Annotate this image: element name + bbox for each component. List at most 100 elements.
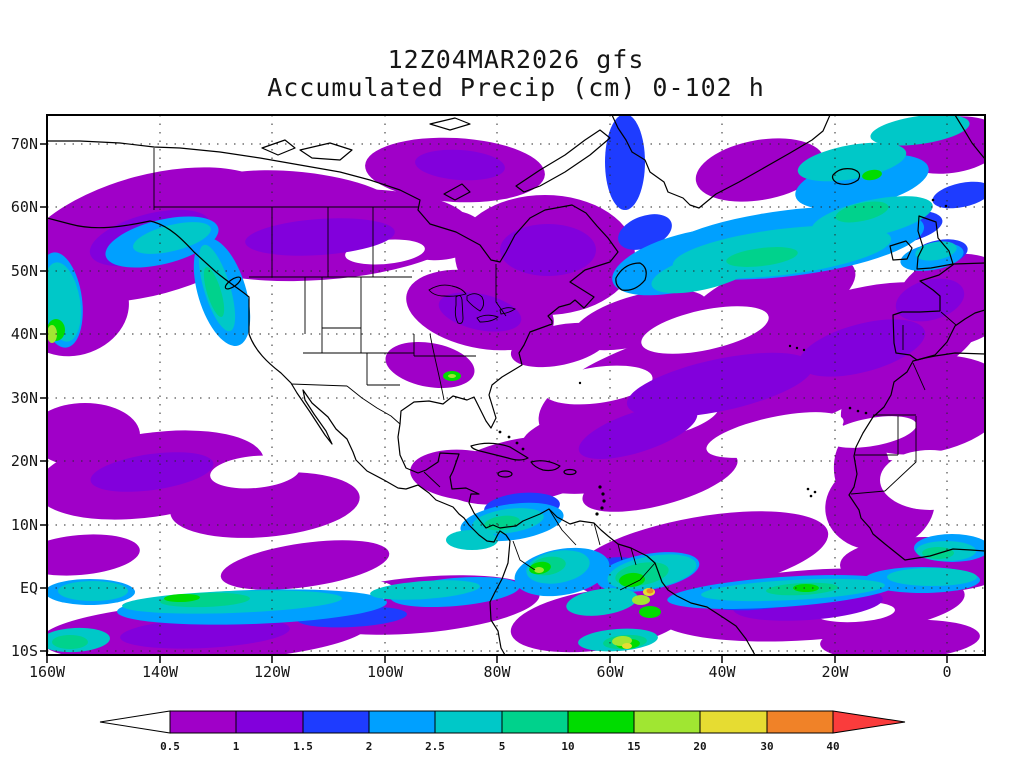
colorbar-band-1-1.5 [235,710,304,734]
great-lakes [428,284,516,324]
precip-blob-band-1 [578,405,698,459]
precip-blob-band-2 [618,214,672,250]
coastline-ireland [889,240,913,261]
precip-blob-band-4 [58,581,128,601]
lat-label-40N: 40N [11,325,38,343]
precip-blob-band-1 [500,224,596,276]
island-dot [521,447,525,451]
colorbar-label-2.5: 2.5 [425,740,445,753]
colorbar-label-30: 30 [760,740,773,753]
precip-blob-band-0 [220,540,390,590]
colorbar-label-0.5: 0.5 [160,740,180,753]
precip-blob-band-1 [90,452,214,492]
precip-blob-band-0 [820,619,980,655]
lat-label-30N: 30N [11,389,38,407]
colorbar-band-0.5-1 [169,710,237,734]
lon-axis: 160W 140W 120W 100W 80W 60W 40W 20W 0 [29,663,952,681]
colorbar-label-2: 2 [366,740,373,753]
colorbar: 0.5 1 1.5 2 2.5 5 10 15 20 30 40 [99,710,906,753]
lat-label-70N: 70N [11,135,38,153]
coastline-britain [916,215,954,270]
precip-blob-band-4 [887,568,977,586]
precip-blob-band-4 [566,588,638,616]
colorbar-label-1.5: 1.5 [293,740,313,753]
island-dot [600,506,604,510]
coastline-jamaica [497,470,513,478]
precip-blob-band-6 [639,606,661,618]
colorbar-label-5: 5 [499,740,506,753]
precip-shading-layer [47,115,985,655]
coastline-puerto-rico [563,468,577,476]
coastline-iceland [831,168,861,186]
precip-blob-band-5 [726,247,798,267]
precip-blob-band-under [706,412,844,458]
coastline-greenland [611,115,831,209]
island-dot [788,344,792,348]
colorbar-label-20: 20 [693,740,706,753]
island-dot [944,204,948,208]
precip-blob-band-1 [120,617,290,649]
colorbar-band-1.5-2 [302,710,370,734]
island-dot [595,512,599,516]
island-dot [601,492,605,496]
lat-label-20N: 20N [11,452,38,470]
island-dot [795,346,799,350]
island-dot [802,348,806,352]
island-dot [848,406,852,410]
lat-axis: 70N 60N 50N 40N 30N 20N 10N EQ 10S [11,135,38,660]
precip-blob-band-0 [47,403,140,467]
plot-title-line1: 12Z04MAR2026 gfs [388,45,645,74]
precip-blob-band-2 [605,115,645,210]
borders-africa [850,362,926,495]
coastline-vancouver-island [224,276,242,290]
borders-europe [902,311,957,350]
lat-axis-ticks [40,143,47,652]
precip-blob-band-6 [793,584,819,592]
island-dot [809,494,813,498]
precip-blob-band-under [827,416,917,448]
coastline-cuba [470,442,529,461]
precip-blob-band-4 [870,115,970,146]
map-frame [46,114,986,656]
precip-blob-band-5 [203,267,225,317]
coastline-arctic-islands [261,117,611,201]
lon-label-60W: 60W [596,663,624,681]
coastline-newfoundland [615,262,647,291]
precip-blob-band-4 [133,222,211,254]
island-dot [813,490,817,494]
coastline-europe [892,262,985,361]
lon-axis-ticks [46,655,948,663]
island-dot [498,430,502,434]
political-borders [153,148,957,591]
precip-blob-band-6 [619,572,645,588]
coastline-africa [848,352,985,561]
colorbar-band-30-40 [766,710,834,734]
lon-label-160W: 160W [29,663,66,681]
coastline-hispaniola [530,460,561,472]
precip-blob-band-4 [915,241,957,261]
lat-label-10N: 10N [11,516,38,534]
colorbar-label-15: 15 [627,740,640,753]
plot-title-line2: Accumulated Precip (cm) 0-102 h [267,73,765,102]
precip-blob-band-under [641,306,769,354]
precip-blob-band-1 [626,352,814,418]
island-dot [507,435,511,439]
precip-blob-band-0 [510,322,610,368]
coastline-norway [954,115,985,160]
grid-lines-path [47,115,985,655]
precip-blob-band-9 [646,588,654,594]
island-dot [578,381,582,385]
island-dot [856,409,860,413]
precip-blob-band-7 [448,374,456,378]
colorbar-band-2.5-5 [434,710,503,734]
precip-blob-band-0 [47,534,140,576]
colorbar-label-10: 10 [561,740,574,753]
lat-label-60N: 60N [11,198,38,216]
borders-south-america [512,508,656,591]
precip-blob-band-under [210,455,300,489]
precip-blob-band-4 [446,530,498,550]
small-islands [498,198,948,516]
island-dot [598,485,602,489]
lon-label-0: 0 [942,663,951,681]
